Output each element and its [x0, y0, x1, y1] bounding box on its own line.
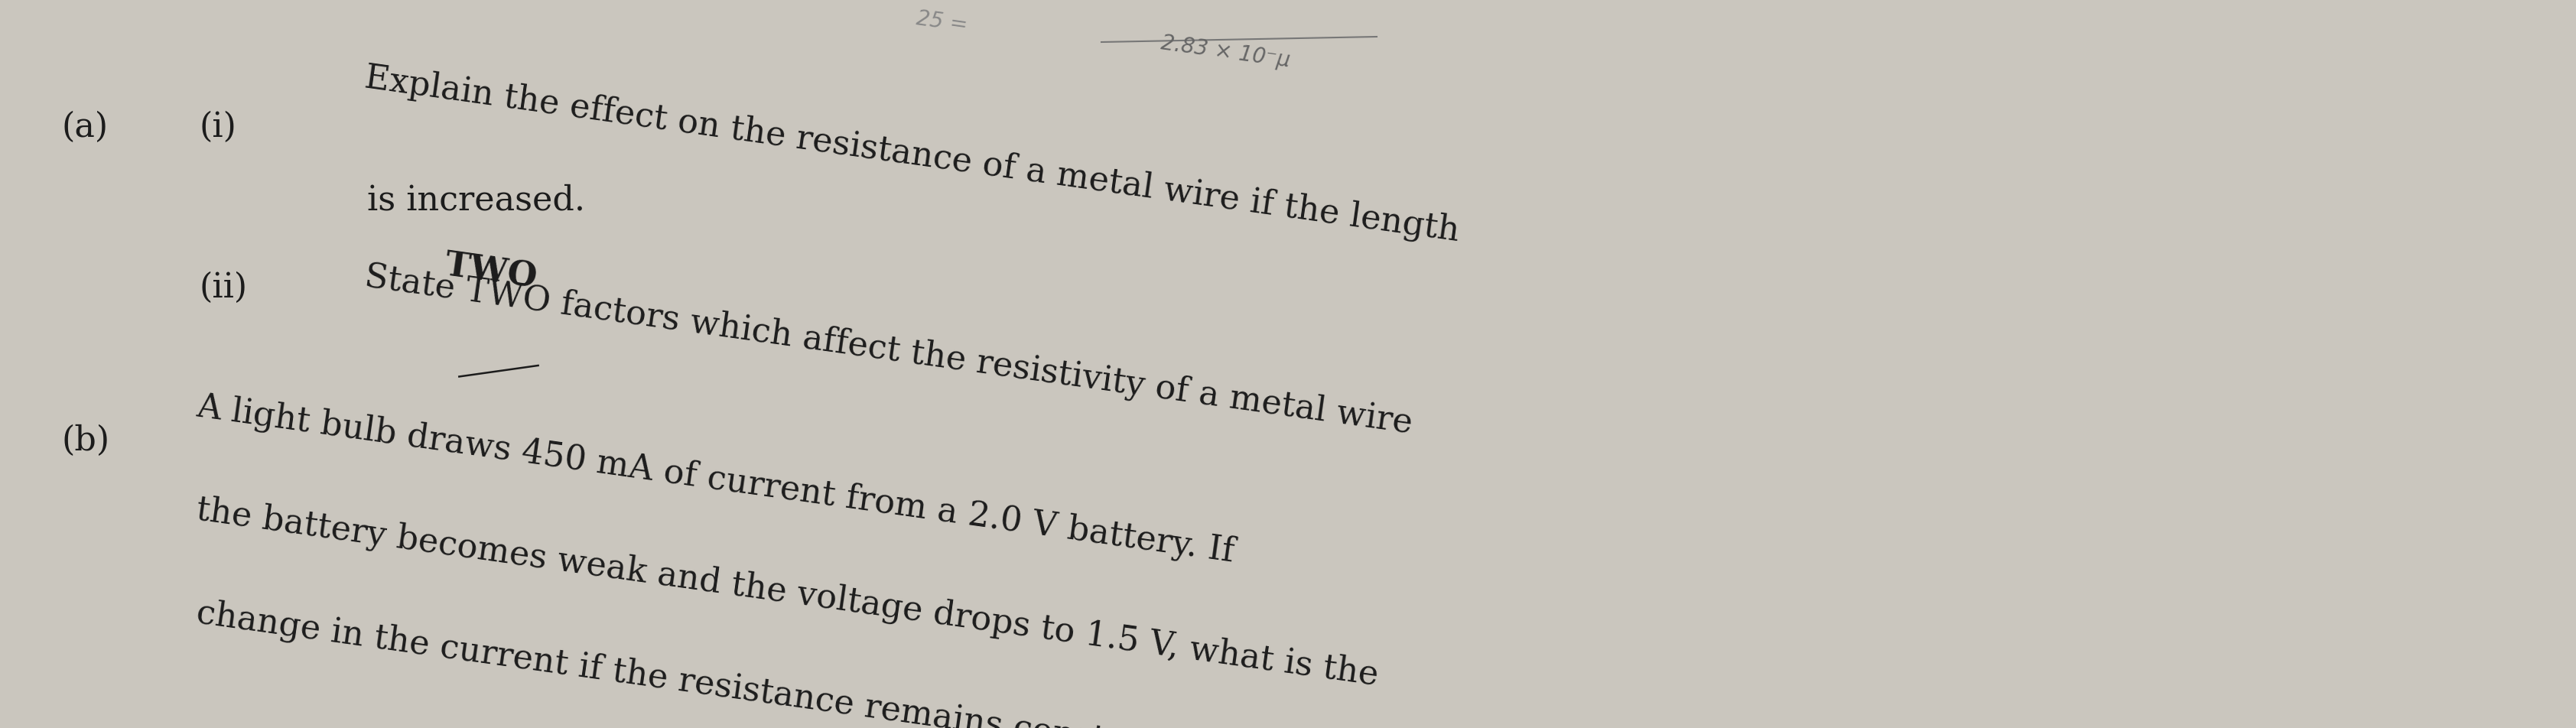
Text: 25 =: 25 =	[914, 8, 969, 36]
Text: is increased.: is increased.	[368, 183, 585, 216]
Text: 2.83 × 10⁻µ: 2.83 × 10⁻µ	[1159, 32, 1291, 71]
Text: (a): (a)	[62, 111, 108, 144]
Text: the battery becomes weak and the voltage drops to 1.5 V, what is the: the battery becomes weak and the voltage…	[193, 494, 1381, 692]
Text: State TWO factors which affect the resistivity of a metal wire: State TWO factors which affect the resis…	[363, 260, 1414, 440]
Text: A light bulb draws 450 mA of current from a 2.0 V battery. If: A light bulb draws 450 mA of current fro…	[193, 390, 1236, 569]
Text: change in the current if the resistance remains constant?: change in the current if the resistance …	[193, 596, 1180, 728]
Text: (i): (i)	[198, 111, 237, 144]
Text: Explain the effect on the resistance of a metal wire if the length: Explain the effect on the resistance of …	[363, 61, 1461, 248]
Text: (b): (b)	[62, 424, 108, 457]
Text: (ii): (ii)	[198, 272, 247, 304]
Text: TWO: TWO	[443, 249, 538, 294]
